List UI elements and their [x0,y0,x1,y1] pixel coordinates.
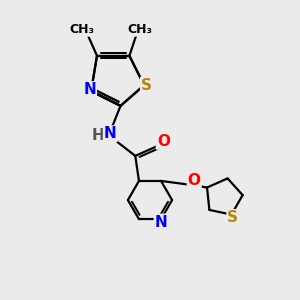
Text: O: O [188,173,201,188]
Text: CH₃: CH₃ [127,23,152,36]
Text: O: O [157,134,170,149]
Text: N: N [104,126,117,141]
Text: H: H [92,128,105,143]
Text: CH₃: CH₃ [70,23,95,36]
Text: S: S [227,210,239,225]
Text: S: S [141,78,152,93]
Text: N: N [155,214,167,230]
Text: N: N [83,82,96,97]
